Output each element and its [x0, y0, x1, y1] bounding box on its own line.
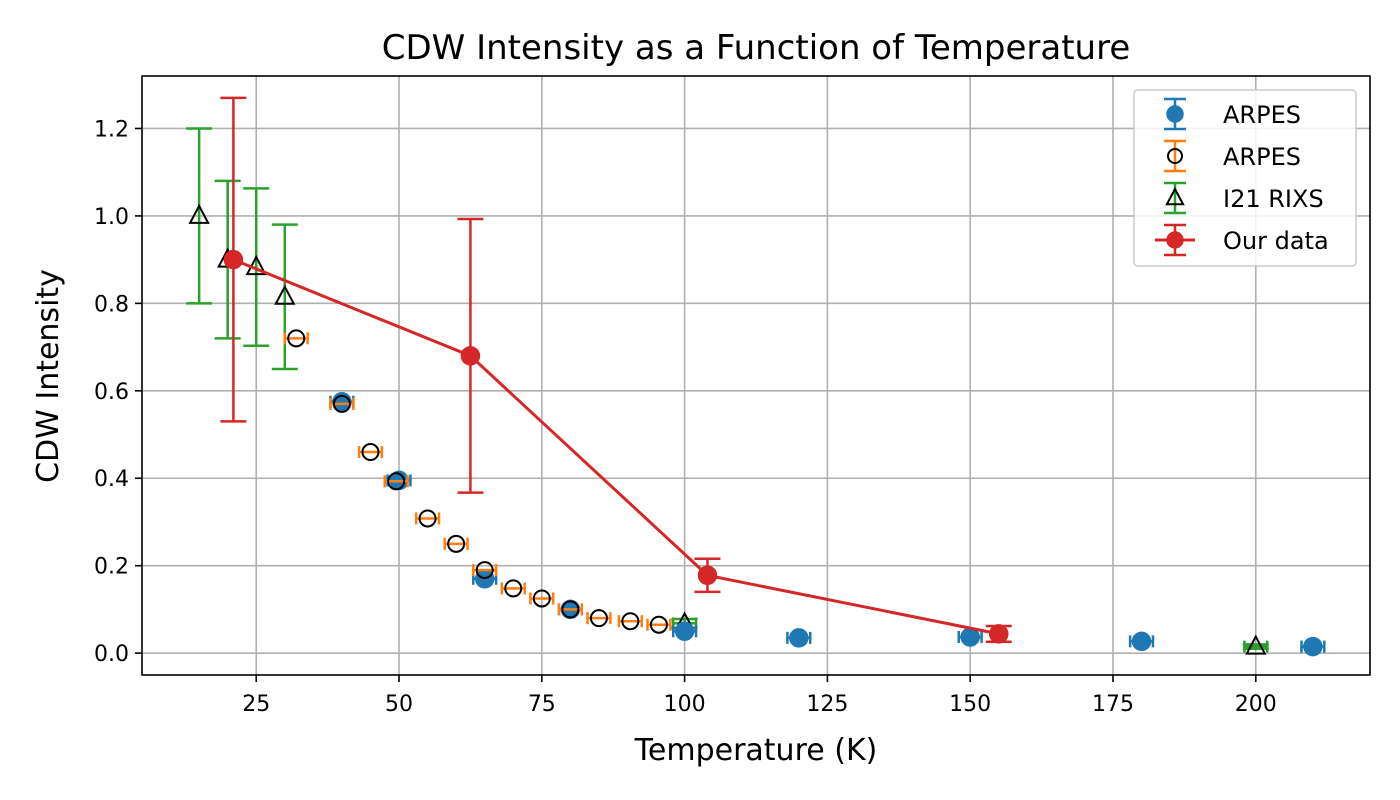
legend-entry: I21 RIXS	[1164, 181, 1324, 215]
x-tick-label: 175	[1092, 692, 1134, 717]
point-marker	[475, 561, 494, 580]
data-point	[472, 561, 498, 580]
point-marker	[1131, 631, 1152, 652]
data-point	[243, 187, 270, 348]
point-marker	[674, 621, 695, 642]
point-marker	[1166, 231, 1184, 249]
point-marker	[697, 565, 718, 586]
point-marker	[988, 624, 1009, 644]
data-point	[457, 217, 484, 494]
data-point	[646, 615, 672, 634]
point-marker	[460, 346, 481, 366]
y-tick-label: 1.2	[94, 117, 129, 142]
y-axis-title: CDW Intensity	[31, 269, 66, 483]
plot-series	[186, 96, 1326, 657]
x-tick-label: 75	[528, 692, 556, 717]
point-marker	[1167, 148, 1183, 164]
legend-box	[1133, 89, 1357, 267]
data-point	[529, 589, 555, 608]
x-axis-title: Temperature (K)	[634, 733, 878, 768]
y-tick-label: 0.8	[94, 292, 129, 317]
point-marker	[1245, 634, 1267, 655]
y-tick-label: 0.4	[94, 467, 129, 492]
data-point	[617, 612, 644, 631]
y-tick-label: 0.0	[94, 642, 129, 667]
y-tick-label: 1.0	[94, 205, 129, 230]
data-point	[283, 329, 309, 348]
legend-entry: ARPES	[1164, 139, 1301, 173]
series-3	[220, 96, 1012, 644]
point-marker	[649, 615, 668, 634]
data-point	[383, 472, 409, 491]
x-tick-label: 150	[949, 692, 991, 717]
data-point	[271, 223, 298, 371]
point-marker	[447, 534, 466, 553]
series-1	[283, 329, 672, 634]
data-point	[786, 628, 812, 648]
point-marker	[387, 472, 406, 491]
data-point	[1300, 636, 1326, 657]
legend-label: ARPES	[1223, 101, 1301, 129]
data-point	[985, 624, 1012, 644]
point-marker	[589, 609, 608, 628]
data-point	[500, 579, 526, 598]
data-point	[557, 600, 584, 619]
data-point	[186, 127, 213, 305]
legend-label: ARPES	[1223, 143, 1301, 171]
chart-title: CDW Intensity as a Function of Temperatu…	[382, 28, 1131, 68]
y-tick-label: 0.2	[94, 555, 129, 580]
legend-label: Our data	[1223, 227, 1329, 255]
point-marker	[361, 443, 380, 462]
point-marker	[621, 612, 640, 631]
x-tick-label: 50	[385, 692, 413, 717]
point-marker	[1166, 105, 1184, 123]
point-marker	[274, 284, 296, 305]
legend-entry: ARPES	[1164, 97, 1301, 131]
data-point	[329, 394, 355, 413]
x-tick-label: 200	[1235, 692, 1277, 717]
point-marker	[287, 329, 306, 348]
point-marker	[532, 589, 551, 608]
data-point	[671, 621, 698, 642]
data-point	[220, 96, 247, 423]
legend-entry: Our data	[1155, 223, 1329, 257]
point-marker	[1303, 636, 1323, 657]
data-point	[586, 609, 612, 628]
legend: ARPES ARPES I21 RIXS Our data	[1133, 89, 1357, 267]
point-marker	[789, 628, 809, 648]
x-tick-label: 25	[242, 692, 270, 717]
series-0	[329, 391, 1326, 657]
y-axis: 0.0 0.2 0.4 0.6 0.8 1.0 1.2	[94, 117, 142, 667]
data-point	[1242, 634, 1269, 655]
point-marker	[1165, 186, 1185, 206]
x-tick-label: 100	[664, 692, 706, 717]
point-marker	[504, 579, 523, 598]
x-tick-label: 125	[806, 692, 848, 717]
data-point	[694, 557, 721, 594]
data-point	[957, 627, 983, 647]
legend-label: I21 RIXS	[1223, 185, 1324, 213]
plot-frame	[141, 75, 1371, 676]
series-line	[232, 258, 1000, 636]
point-marker	[561, 600, 580, 619]
point-marker	[188, 203, 210, 224]
data-point	[1128, 631, 1155, 652]
y-tick-label: 0.6	[94, 380, 129, 405]
point-marker	[332, 394, 351, 413]
point-marker	[418, 509, 437, 528]
data-point	[357, 443, 384, 462]
data-point	[414, 509, 441, 528]
x-axis: 25 50 75 100 125 150 175 200	[242, 675, 1277, 717]
point-marker	[223, 249, 244, 270]
data-point	[443, 534, 469, 553]
